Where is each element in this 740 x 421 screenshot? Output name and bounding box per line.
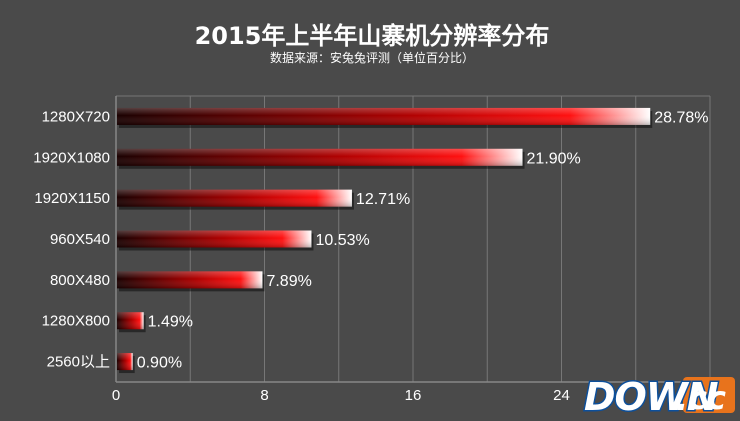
labels: 0 8 16 24 1280X720 28.78% 1920X1080 21.90% 1920X…: [33, 108, 708, 404]
x-tick-label: 24: [553, 387, 570, 404]
x-tick-label: 0: [112, 387, 120, 404]
bar-gloss: [117, 271, 263, 289]
watermark-dot: .: [676, 380, 688, 418]
bar-gloss: [117, 189, 352, 207]
bar-gloss: [117, 230, 312, 248]
bars: [117, 107, 653, 374]
watermark-suffix: cc: [688, 379, 726, 417]
value-label: 12.71%: [356, 191, 410, 208]
chart-title: 2015年上半年山寨机分辨率分布: [195, 22, 550, 50]
value-label: 21.90%: [527, 150, 581, 167]
watermark-cc-background: [683, 377, 735, 413]
grid-lines: [115, 95, 711, 383]
bar-gloss: [117, 353, 133, 371]
bar-gloss: [117, 148, 523, 166]
value-label: 28.78%: [654, 109, 708, 126]
category-label: 800X480: [50, 272, 110, 289]
category-label: 1280X800: [42, 313, 110, 330]
value-label: 10.53%: [315, 232, 369, 249]
value-label: 0.90%: [137, 355, 182, 372]
watermark-main-text: DOWN: [584, 375, 718, 419]
value-label: 7.89%: [266, 273, 311, 290]
chart-title-year: 2015: [195, 22, 262, 50]
x-tick-label: 8: [260, 387, 268, 404]
value-label: 1.49%: [148, 314, 193, 331]
chart-title-text: 年上半年山寨机分辨率分布: [261, 22, 549, 50]
category-label: 1280X720: [42, 108, 110, 125]
category-label: 1920X1080: [33, 149, 110, 166]
bar-gloss: [117, 312, 144, 330]
watermark-logo: DOWN . cc: [583, 374, 735, 421]
x-tick-label: 16: [405, 387, 422, 404]
category-label: 2560以上: [47, 354, 110, 371]
bar-gloss: [117, 107, 651, 125]
chart-subtitle: 数据来源：安兔兔评测（单位百分比）: [270, 50, 474, 65]
category-label: 960X540: [50, 231, 110, 248]
category-label: 1920X1150: [34, 190, 110, 207]
